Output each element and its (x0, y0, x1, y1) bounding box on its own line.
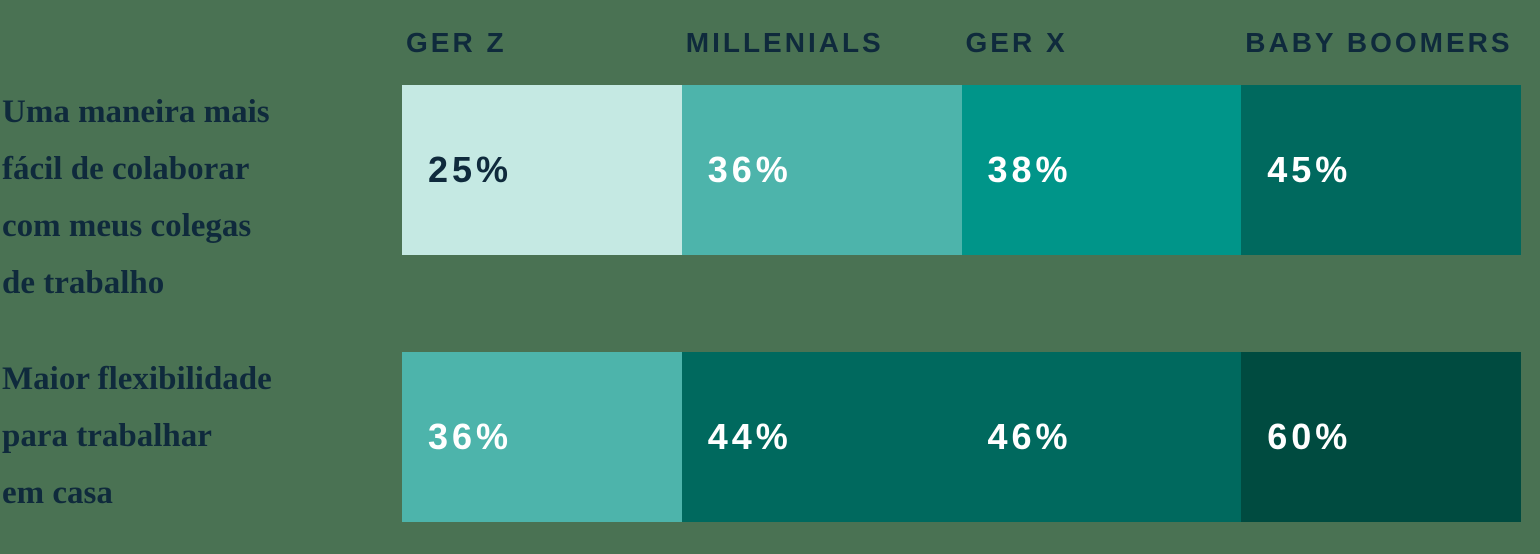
row-label-line: com meus colegas (2, 208, 252, 244)
bar-segment-baby-boomers: 60% (1241, 352, 1521, 522)
row-label-collaboration: Uma maneira mais fácil de colaborar com … (2, 84, 397, 312)
bar-row-flexibility: 36% 44% 46% 60% (402, 352, 1521, 522)
row-label-line: Maior flexibilidade (2, 361, 272, 397)
column-header-row: GER Z MILLENIALS GER X BABY BOOMERS (402, 27, 1521, 59)
bar-segment-millenials: 44% (681, 352, 962, 522)
column-header-baby-boomers: BABY BOOMERS (1245, 27, 1513, 58)
bar-segment-baby-boomers: 45% (1241, 85, 1521, 255)
cell-value: 46% (987, 416, 1072, 457)
cell-value: 44% (707, 416, 792, 457)
cell-value: 45% (1267, 149, 1352, 190)
bar-segment-ger-z: 36% (402, 352, 682, 522)
bar-segment-millenials: 36% (681, 85, 962, 255)
column-header-ger-z: GER Z (406, 27, 507, 58)
column-header-ger-x: GER X (965, 27, 1068, 58)
row-label-line: de trabalho (2, 265, 165, 301)
cell-value: 36% (428, 416, 513, 457)
row-label-line: para trabalhar (2, 418, 212, 454)
column-header-millenials: MILLENIALS (685, 27, 884, 58)
row-label-flexibility: Maior flexibilidade para trabalhar em ca… (2, 351, 397, 522)
bar-row-collaboration: 25% 36% 38% 45% (402, 85, 1521, 255)
cell-value: 25% (428, 149, 513, 190)
bar-segment-ger-z: 25% (402, 85, 682, 255)
cell-value: 36% (707, 149, 792, 190)
cell-value: 38% (987, 149, 1072, 190)
bar-segment-ger-x: 46% (961, 352, 1242, 522)
row-label-line: em casa (2, 475, 113, 511)
row-label-line: fácil de colaborar (2, 151, 250, 187)
bar-segment-ger-x: 38% (961, 85, 1242, 255)
cell-value: 60% (1267, 416, 1352, 457)
row-label-line: Uma maneira mais (2, 94, 270, 130)
